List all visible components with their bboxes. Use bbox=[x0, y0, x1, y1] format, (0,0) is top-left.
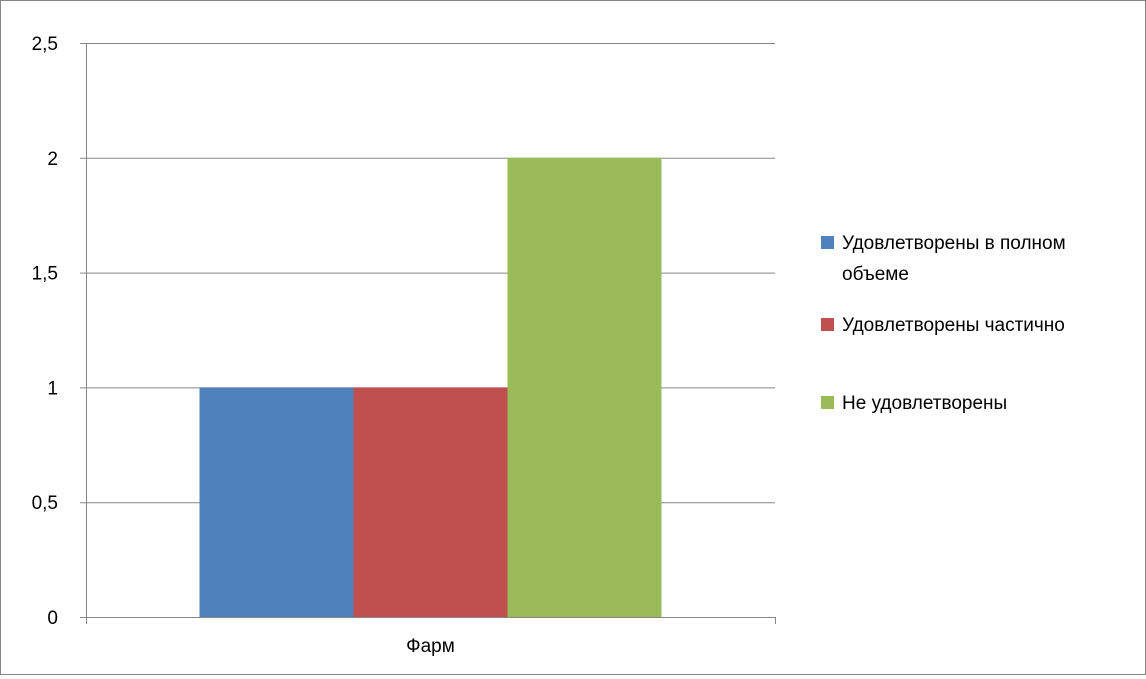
legend-label: Удовлетворены частично bbox=[842, 315, 1065, 336]
bar bbox=[199, 387, 354, 617]
legend-label: Удовлетворены в полном bbox=[842, 233, 1066, 254]
legend-label: Не удовлетворены bbox=[842, 393, 1007, 414]
legend-swatch bbox=[821, 318, 834, 331]
legend: Удовлетворены в полном объеме Удовлетворен… bbox=[821, 233, 1066, 414]
legend-swatch bbox=[821, 236, 834, 249]
legend-swatch bbox=[821, 396, 834, 409]
y-tick-label: 1 bbox=[47, 378, 58, 399]
bar bbox=[507, 157, 662, 618]
y-tick-label: 0,5 bbox=[32, 493, 58, 514]
y-tick-label: 1,5 bbox=[32, 264, 58, 285]
bar bbox=[353, 387, 508, 617]
axes: 0 0,5 1 1,5 2 2,5 Фарм bbox=[32, 34, 776, 657]
y-tick-label: 2,5 bbox=[32, 34, 58, 55]
y-tick-label: 2 bbox=[47, 149, 58, 170]
y-tick-label: 0 bbox=[47, 608, 58, 629]
x-tick-label: Фарм bbox=[406, 636, 455, 657]
legend-label: объеме bbox=[842, 264, 909, 285]
bars bbox=[199, 157, 662, 618]
